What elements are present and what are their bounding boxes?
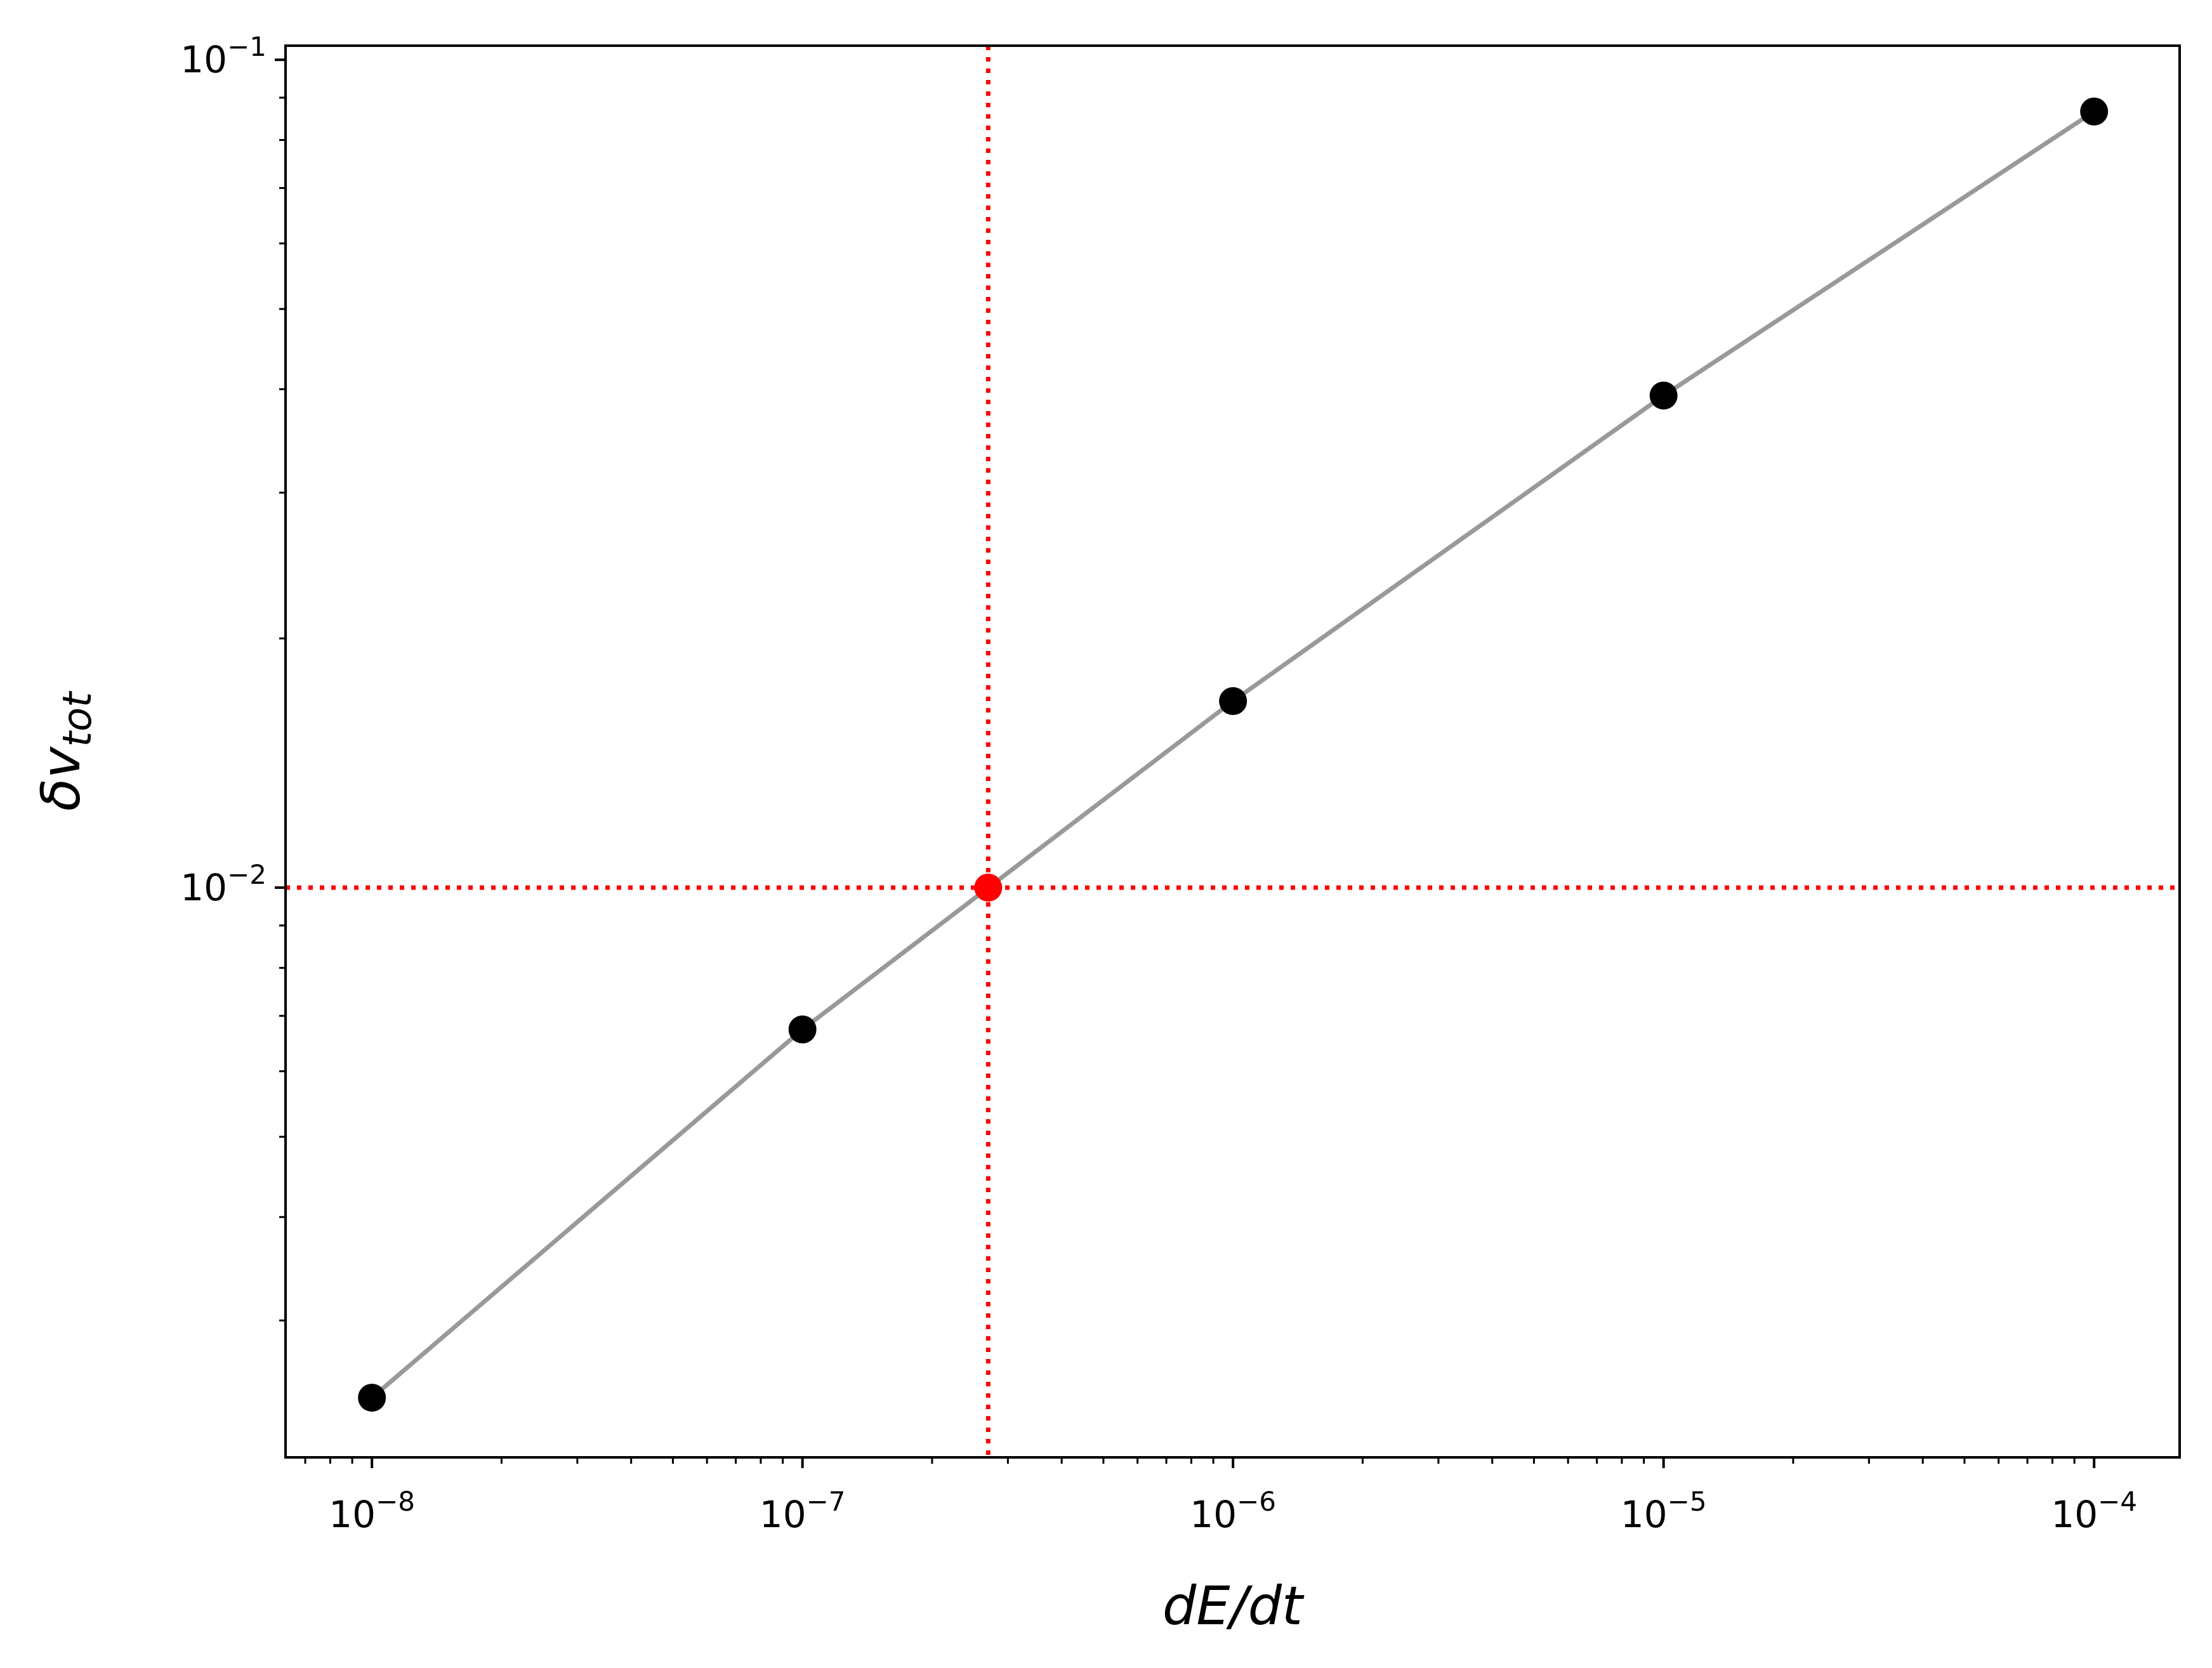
series-line bbox=[370, 109, 2096, 1400]
data-point bbox=[2080, 97, 2109, 126]
data-point bbox=[1649, 381, 1678, 410]
data-point bbox=[1219, 687, 1248, 716]
data-point bbox=[358, 1383, 386, 1412]
x-axis-label: dE/dt bbox=[1162, 1575, 1305, 1637]
y-tick-label: 10−1 bbox=[180, 31, 267, 81]
y-axis-label-main: δv bbox=[30, 746, 92, 811]
x-tick-label: 10−4 bbox=[2051, 1486, 2137, 1536]
y-axis-label-subscript: tot bbox=[54, 690, 100, 747]
x-tick-label: 10−6 bbox=[1190, 1486, 1276, 1536]
data-point bbox=[788, 1015, 817, 1044]
x-tick-label: 10−7 bbox=[760, 1486, 846, 1536]
plot-frame bbox=[284, 44, 2181, 1459]
x-tick-label: 10−5 bbox=[1621, 1486, 1707, 1536]
y-tick-label: 10−2 bbox=[180, 859, 267, 909]
marks-layer bbox=[358, 97, 2109, 1412]
plot-layer bbox=[286, 46, 2180, 1457]
x-tick-label: 10−8 bbox=[329, 1486, 415, 1536]
ticks-layer: 10−8 10−7 10−6 10−5 10−4 10−2 10−1 bbox=[180, 31, 2137, 1536]
y-axis-label: δvtot bbox=[30, 690, 100, 811]
highlight-point bbox=[974, 873, 1003, 902]
